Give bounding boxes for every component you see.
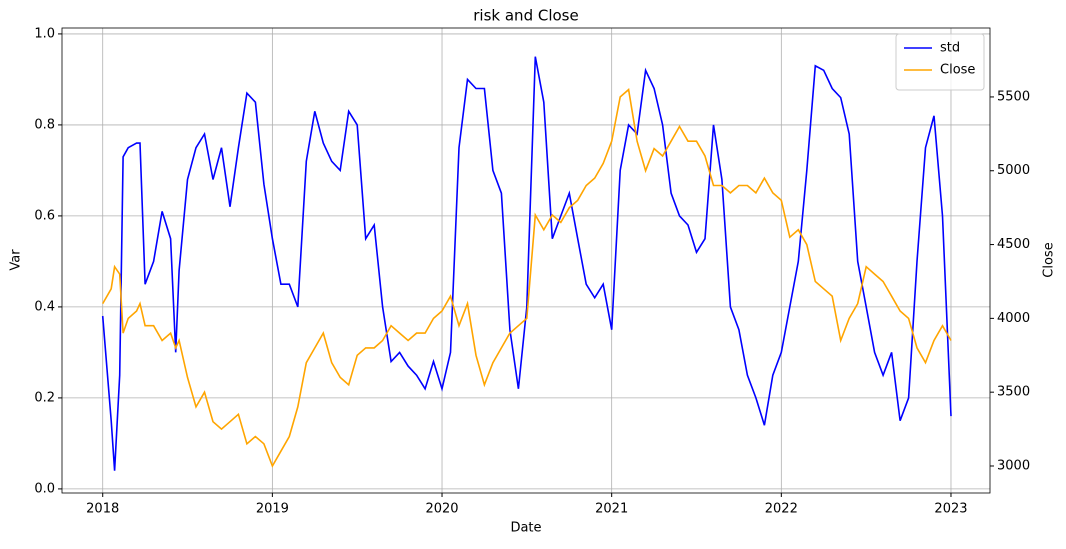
x-tick-label: 2023	[934, 502, 967, 517]
y2-tick-label: 5500	[997, 89, 1030, 104]
legend: std Close	[895, 33, 985, 91]
y-tick-label: 0.8	[34, 117, 55, 132]
data-line	[102, 88, 952, 468]
y-tick-label: 0.6	[34, 208, 55, 223]
x-tick-label: 2021	[595, 502, 628, 517]
x-tick-label: 2022	[765, 502, 798, 517]
x-tick-label: 2018	[86, 502, 119, 517]
legend-label: std	[940, 41, 960, 56]
y-axis-label: Var	[9, 249, 24, 271]
y-tick-label: 0.2	[34, 390, 55, 405]
y-tick-label: 0.0	[34, 481, 55, 496]
y-tick-label: 0.4	[34, 299, 55, 314]
legend-label: Close	[940, 63, 975, 78]
chart-title: risk and Close	[473, 7, 578, 25]
x-axis-label: Date	[510, 521, 541, 536]
x-tick-label: 2019	[256, 502, 289, 517]
y2-tick-label: 5000	[997, 163, 1030, 178]
x-tick-label: 2020	[425, 502, 458, 517]
y2-axis-label: Close	[1042, 242, 1057, 277]
y2-tick-label: 3500	[997, 385, 1030, 400]
y-tick-label: 1.0	[34, 26, 55, 41]
y2-tick-label: 3000	[997, 458, 1030, 473]
y2-tick-label: 4000	[997, 311, 1030, 326]
plot-frame	[61, 27, 991, 494]
y2-tick-label: 4500	[997, 237, 1030, 252]
data-line	[101, 56, 952, 471]
